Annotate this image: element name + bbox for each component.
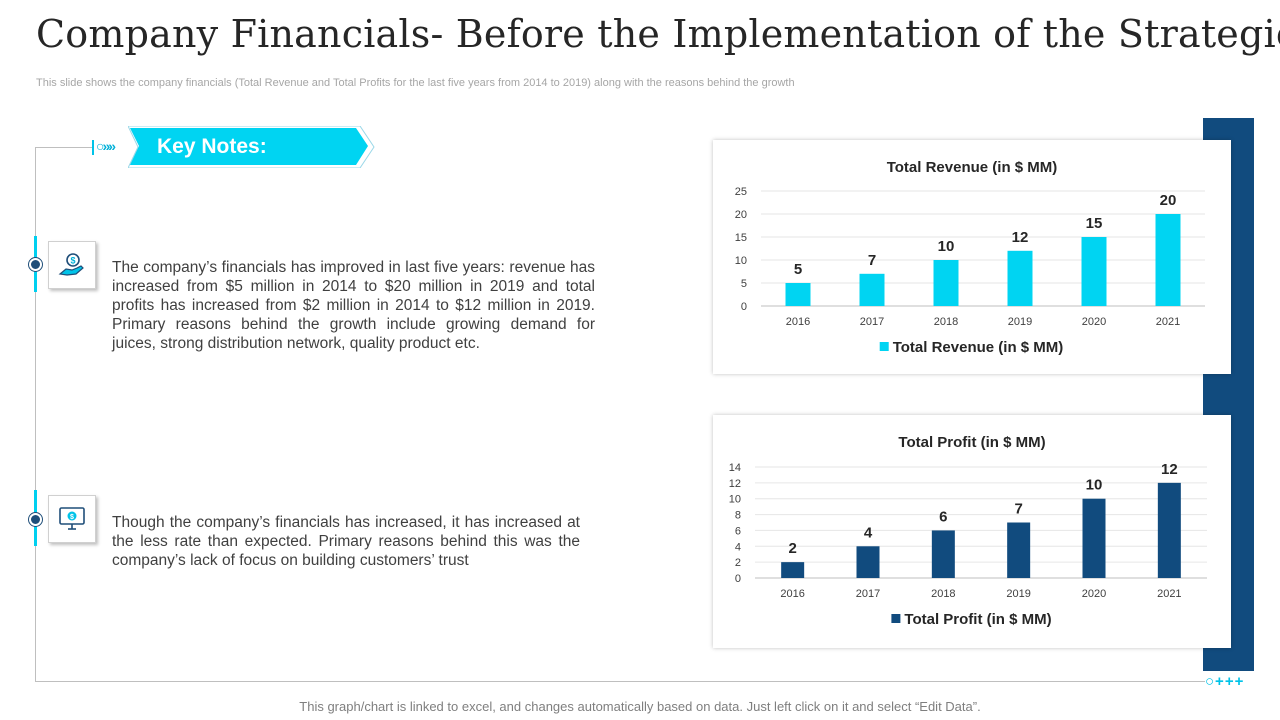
bar — [931, 530, 955, 578]
bar — [859, 273, 885, 306]
chart-title: Total Revenue (in $ MM) — [887, 159, 1058, 176]
key-notes-label: Key Notes: — [157, 135, 267, 158]
note-2-dot — [29, 513, 42, 526]
frame-marker — [92, 140, 94, 155]
data-label: 12 — [1161, 461, 1178, 478]
bar — [1007, 522, 1031, 578]
svg-text:$: $ — [70, 256, 75, 266]
footer-note: This graph/chart is linked to excel, and… — [299, 699, 981, 714]
revenue-chart-card: Total Revenue (in $ MM) 0 5 10 15 20 25 5 2016 7 2… — [713, 140, 1231, 374]
y-tick-label: 14 — [729, 462, 741, 474]
data-label: 6 — [939, 508, 947, 525]
y-tick-label: 12 — [729, 478, 741, 490]
data-label: 10 — [1086, 477, 1103, 494]
y-tick-label: 20 — [735, 209, 747, 221]
profit-chart-card: Total Profit (in $ MM) 0 2 4 6 8 10 12 14 2 2016 4 2… — [713, 415, 1231, 648]
legend-label: Total Profit (in $ MM) — [904, 611, 1051, 628]
frame-top-line — [35, 147, 92, 148]
y-tick-label: 15 — [735, 232, 747, 244]
note-2-text: Though the company’s financials has incr… — [112, 514, 580, 569]
data-label: 5 — [794, 261, 802, 278]
y-tick-label: 10 — [735, 255, 747, 267]
y-tick-label: 0 — [741, 301, 747, 313]
note-1-text: The company’s financials has improved in… — [112, 259, 595, 352]
y-tick-label: 5 — [741, 278, 747, 290]
y-tick-label: 10 — [729, 494, 741, 506]
x-tick-label: 2017 — [860, 316, 884, 328]
svg-text:$: $ — [70, 514, 74, 521]
page-title: Company Financials- Before the Implement… — [36, 12, 1280, 56]
x-tick-label: 2017 — [856, 588, 880, 600]
revenue-chart: Total Revenue (in $ MM) 0 5 10 15 20 25 5 2016 7 2… — [735, 159, 1205, 356]
note-1-dot — [29, 258, 42, 271]
y-tick-label: 2 — [735, 557, 741, 569]
bar — [856, 546, 880, 578]
y-tick-label: 4 — [735, 541, 741, 553]
data-label: 20 — [1160, 192, 1177, 209]
legend-label: Total Revenue (in $ MM) — [893, 339, 1064, 356]
bar — [1081, 237, 1107, 306]
data-label: 12 — [1012, 229, 1029, 246]
y-tick-label: 6 — [735, 525, 741, 537]
data-label: 15 — [1086, 215, 1103, 232]
plus-decoration: ○+++ — [1205, 673, 1245, 690]
bar — [1155, 214, 1181, 306]
x-tick-label: 2021 — [1156, 316, 1180, 328]
x-tick-label: 2020 — [1082, 588, 1106, 600]
profit-chart: Total Profit (in $ MM) 0 2 4 6 8 10 12 14 2 2016 4 2… — [729, 434, 1207, 628]
monitor-money-icon: $ — [48, 495, 96, 543]
x-tick-label: 2021 — [1157, 588, 1181, 600]
x-tick-label: 2019 — [1008, 316, 1032, 328]
x-tick-label: 2019 — [1006, 588, 1030, 600]
x-tick-label: 2016 — [780, 588, 804, 600]
data-label: 4 — [864, 524, 873, 541]
page-subtitle: This slide shows the company financials … — [36, 77, 795, 89]
x-tick-label: 2018 — [931, 588, 955, 600]
data-label: 10 — [938, 238, 955, 255]
bar — [1157, 482, 1181, 578]
money-hand-icon: $ — [48, 241, 96, 289]
frame-bottom-line — [35, 681, 1205, 682]
data-label: 7 — [1014, 501, 1022, 518]
x-tick-label: 2016 — [786, 316, 810, 328]
data-label: 2 — [788, 540, 796, 557]
x-tick-label: 2020 — [1082, 316, 1106, 328]
x-tick-label: 2018 — [934, 316, 958, 328]
chart-title: Total Profit (in $ MM) — [898, 434, 1045, 451]
y-tick-label: 0 — [735, 573, 741, 585]
bar — [933, 260, 959, 306]
frame-left-line — [35, 148, 36, 682]
chevrons-icon: ○»» — [96, 138, 116, 154]
legend-swatch — [891, 614, 901, 623]
data-label: 7 — [868, 252, 876, 269]
y-tick-label: 8 — [735, 510, 741, 522]
y-tick-label: 25 — [735, 186, 747, 198]
bar — [1007, 250, 1033, 306]
bar — [781, 562, 805, 578]
key-notes-banner — [128, 126, 375, 168]
bar — [785, 283, 811, 306]
legend-swatch — [879, 342, 889, 351]
bar — [1082, 498, 1106, 578]
